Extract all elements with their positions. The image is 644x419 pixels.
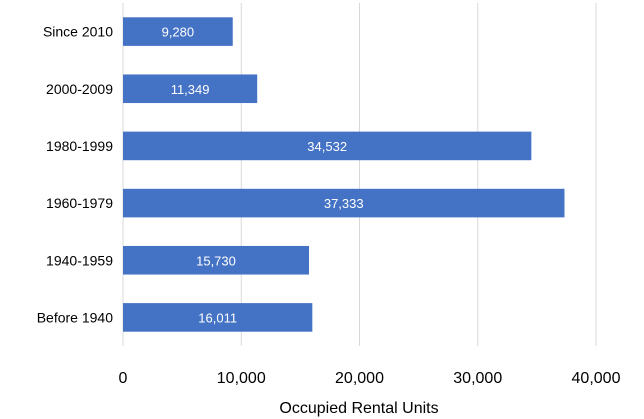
category-label: 1980-1999 xyxy=(46,138,113,154)
category-label: Since 2010 xyxy=(43,24,113,40)
category-label: Before 1940 xyxy=(37,309,113,325)
category-labels: Since 2010 2000-2009 1980-1999 1960-1979 194… xyxy=(37,24,114,326)
bar xyxy=(123,188,565,218)
bar-value-label: 11,349 xyxy=(171,82,210,97)
bar-value-label: 37,333 xyxy=(324,196,364,211)
x-tick-label: 40,000 xyxy=(572,370,621,387)
bar xyxy=(123,17,233,46)
bars: 9,280 11,349 34,532 37,333 15,730 16,011 xyxy=(123,17,565,332)
bar-value-label: 34,532 xyxy=(307,139,347,154)
x-tick-label: 20,000 xyxy=(335,370,384,387)
bar xyxy=(123,131,532,161)
x-tick-label: 10,000 xyxy=(217,370,266,387)
bar xyxy=(123,74,258,104)
category-label: 1940-1959 xyxy=(46,252,113,268)
x-tick-label: 0 xyxy=(119,370,128,387)
category-label: 1960-1979 xyxy=(46,195,113,211)
bar xyxy=(123,245,310,275)
category-label: 2000-2009 xyxy=(46,81,113,97)
gridlines xyxy=(122,3,597,346)
bar xyxy=(123,303,313,332)
x-axis-title: Occupied Rental Units xyxy=(279,400,438,417)
bar-value-label: 16,011 xyxy=(198,310,237,325)
x-tick-label: 30,000 xyxy=(453,370,502,387)
bar-value-label: 9,280 xyxy=(162,25,195,40)
bar-value-label: 15,730 xyxy=(196,253,236,268)
x-tick-labels: 0 10,000 20,000 30,000 40,000 xyxy=(119,370,621,387)
